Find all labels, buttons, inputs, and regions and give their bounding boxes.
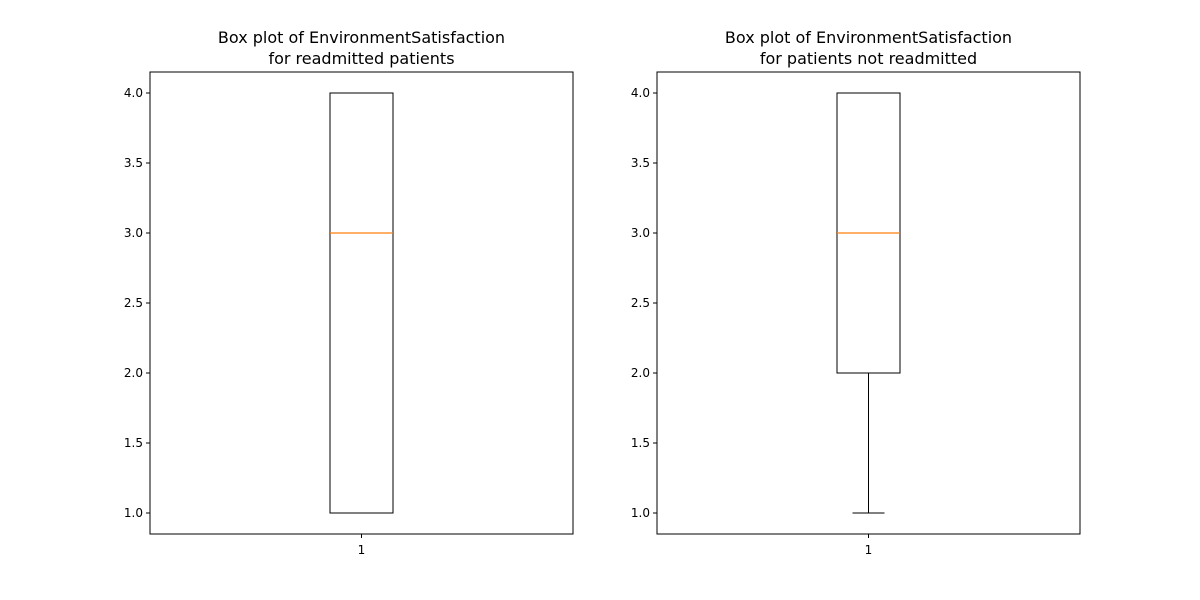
axes-frame — [149, 71, 574, 535]
x-tick-label: 1 — [865, 543, 873, 557]
chart-title-line-1: Box plot of EnvironmentSatisfaction — [725, 28, 1012, 47]
y-tick-label: 4.0 — [124, 86, 143, 100]
chart-title-line-1: Box plot of EnvironmentSatisfaction — [218, 28, 505, 47]
x-tick-label: 1 — [358, 543, 366, 557]
y-tick-label: 2.0 — [124, 366, 143, 380]
y-tick-label: 2.5 — [631, 296, 650, 310]
y-tick-label: 1.0 — [124, 506, 143, 520]
chart-title-line-2: for readmitted patients — [268, 49, 454, 68]
y-tick-label: 3.5 — [631, 156, 650, 170]
boxplot-panel-2: Box plot of EnvironmentSatisfaction for p… — [631, 28, 1081, 557]
y-tick-label: 4.0 — [631, 86, 650, 100]
y-tick-label: 1.5 — [124, 436, 143, 450]
boxplot-panel-1: Box plot of EnvironmentSatisfaction for r… — [124, 28, 574, 557]
chart-title-line-2: for patients not readmitted — [760, 49, 977, 68]
chart-title: Box plot of EnvironmentSatisfaction for r… — [218, 28, 505, 68]
y-tick-label: 1.5 — [631, 436, 650, 450]
y-tick-label: 3.0 — [124, 226, 143, 240]
box-iqr — [329, 92, 394, 514]
y-tick-label: 2.0 — [631, 366, 650, 380]
y-tick-label: 2.5 — [124, 296, 143, 310]
y-tick-label: 3.5 — [124, 156, 143, 170]
y-tick-label: 1.0 — [631, 506, 650, 520]
y-tick-label: 3.0 — [631, 226, 650, 240]
chart-title: Box plot of EnvironmentSatisfaction for p… — [725, 28, 1012, 68]
